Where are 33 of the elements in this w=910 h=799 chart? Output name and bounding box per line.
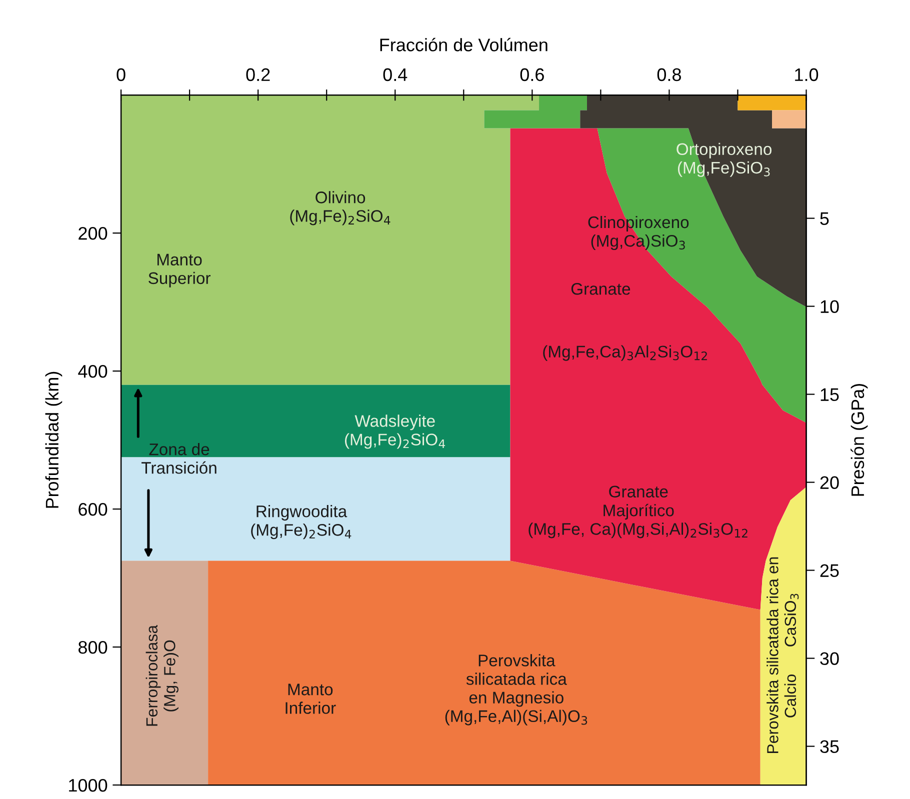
annotation: Perovskita silicatada rica en Magnesio (Mg,Fe,Al)(Si,Al)O$_{3}$ [445,654,588,726]
y2-tick-label: 15 [820,388,839,402]
y2-tick-label: 30 [820,652,839,666]
annotation: Granate [571,283,630,295]
y-tick-label: 400 [78,364,108,378]
y2-tick-label: 20 [820,476,839,490]
y2-axis-title: Presión (GPa) [850,384,868,496]
y-tick-label: 800 [78,640,108,654]
annotation: Ferropiroclasa (Mg, Fe)O [146,624,178,726]
annotation: (Mg,Fe,Ca)$_{3}$Al$_{2}$Si$_{3}$O$_{12}$ [543,345,707,361]
y2-tick-label: 5 [820,212,829,226]
y-tick-label: 1000 [69,778,108,792]
y-axis-title: Profundidad (km) [45,372,62,508]
annotation: Granate Majorítico (Mg,Fe, Ca)(Mg,Si,Al)$_{2}$Si$_{3}$O$_{12}$ [528,486,748,538]
annotation: Perovskita silicatada rica en Calcio CaSiO$_{3}$ [766,557,799,753]
annotation: Olivino (Mg,Fe)$_{2}$SiO$_{4}$ [290,191,390,226]
annotation: Wadsleyite (Mg,Fe)$_{2}$SiO$_{4}$ [344,414,446,449]
x-tick-label: 1.0 [795,68,818,82]
y2-tick-label: 35 [820,740,839,754]
x-tick-label: 0.2 [246,68,270,82]
annotation: Manto Inferior [286,684,336,714]
y-tick-label: 600 [78,502,108,516]
x-tick-label: 0.6 [520,68,544,82]
annotation: Ringwoodita (Mg,Fe)$_{2}$SiO$_{4}$ [251,505,352,540]
x-tick-label: 0.4 [383,68,408,82]
y2-tick-label: 25 [820,564,839,578]
annotation: Manto Superior [148,254,210,288]
y2-tick-label: 10 [820,300,839,314]
x-axis-title: Fracción de Volúmen [380,38,548,52]
x-tick-label: 0 [116,68,126,82]
y-tick-label: 200 [78,227,108,240]
x-tick-label: 0.8 [657,68,681,82]
annotation: Zona de Transición [142,443,216,474]
